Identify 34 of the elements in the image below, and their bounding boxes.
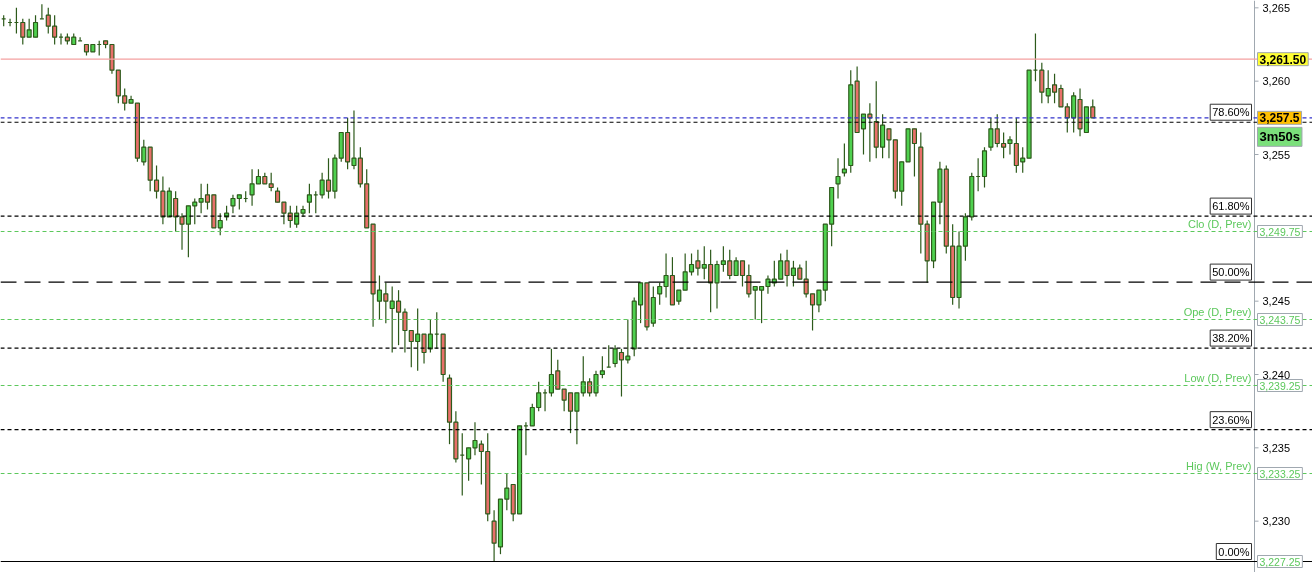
y-tick-label: 3,245 [1262,295,1291,308]
annotation: 3,233.25 [1259,467,1301,480]
annotation: 78.60% [1212,106,1250,119]
candlestick [217,212,223,236]
candlestick [835,157,841,200]
y-tick-label: 3,230 [1262,515,1291,528]
annotation: 3,227.25 [1259,555,1301,568]
ref-line-label: Hig (W, Prev) [1186,459,1252,472]
annotation: 3m50s [1259,129,1300,145]
annotation: 38.20% [1212,332,1250,345]
annotation: 3,257.5 [1259,111,1300,126]
y-tick-label: 3,240 [1262,368,1291,381]
annotation: 3,261.50 [1259,52,1307,67]
annotation: 3,239.25 [1259,379,1301,392]
candlestick [988,117,994,152]
candlestick [306,183,312,214]
annotation: 50.00% [1212,266,1250,279]
candlestick [249,168,255,207]
y-tick-label: 3,265 [1262,1,1291,14]
ref-line-label: Ope (D, Prev) [1183,305,1252,318]
annotation: 61.80% [1212,200,1250,213]
candlestick [268,172,274,192]
y-tick-label: 3,235 [1262,441,1291,454]
y-tick-label: 3,260 [1262,75,1291,88]
candlestick [20,18,26,46]
y-tick-label: 3,255 [1262,148,1291,161]
candlestick [1039,62,1045,104]
annotation: 3,249.75 [1259,225,1301,238]
annotation: 23.60% [1212,413,1250,426]
annotation: 3,243.75 [1259,313,1301,326]
ref-line-label: Low (D, Prev) [1184,371,1252,384]
candlestick [504,472,510,511]
ref-line-label: Clo (D, Prev) [1187,217,1252,230]
annotation: 0.00% [1218,545,1250,558]
